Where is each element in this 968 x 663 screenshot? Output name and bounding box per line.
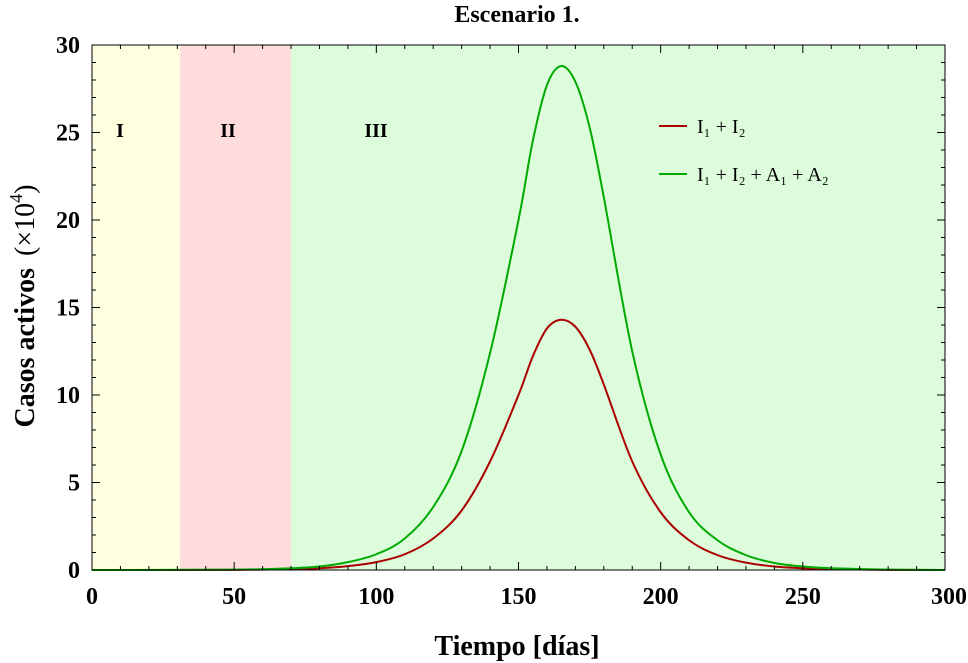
legend: I₁ + I₂ I₁ + I₂ + A₁ + A₂ <box>659 116 829 186</box>
y-tick-label: 10 <box>56 383 80 409</box>
x-tick-label: 100 <box>358 584 394 610</box>
region-labels: I II III <box>116 120 388 142</box>
x-tick-label: 0 <box>86 584 98 610</box>
y-tick-label: 25 <box>56 121 80 147</box>
region-3-band <box>291 45 945 570</box>
region-3-label: III <box>364 120 388 142</box>
region-2-band <box>180 45 292 570</box>
y-axis-unit-close: ) <box>10 185 41 194</box>
y-tick-label: 15 <box>56 296 80 322</box>
chart-title: Escenario 1. <box>454 2 579 28</box>
legend-label-series-1: I₁ + I₂ <box>697 116 746 138</box>
y-tick-label: 30 <box>56 33 80 59</box>
y-axis-unit-exponent: 4 <box>6 194 26 203</box>
y-axis-unit-base: (×10 <box>10 203 41 256</box>
legend-label-series-2: I₁ + I₂ + A₁ + A₂ <box>697 164 829 186</box>
x-tick-label: 50 <box>222 584 246 610</box>
phase-regions <box>92 45 945 570</box>
y-axis-label: Casos activos (×104) <box>6 185 41 428</box>
region-2-label: II <box>220 120 236 142</box>
y-tick-label: 0 <box>68 558 80 584</box>
region-1-label: I <box>116 120 124 142</box>
x-tick-label: 150 <box>501 584 537 610</box>
x-tick-label: 300 <box>931 584 967 610</box>
axis-ticks: 0 50 100 150 200 250 300 0 5 10 15 20 25 30 <box>56 33 967 610</box>
y-tick-label: 5 <box>68 471 80 497</box>
region-1-band <box>92 45 181 570</box>
x-tick-label: 250 <box>785 584 821 610</box>
y-axis-label-main: Casos activos <box>10 268 41 428</box>
y-tick-label: 20 <box>56 208 80 234</box>
series-2-line <box>91 64 946 571</box>
x-tick-label: 200 <box>643 584 679 610</box>
x-axis-label: Tiempo [días] <box>434 631 599 662</box>
